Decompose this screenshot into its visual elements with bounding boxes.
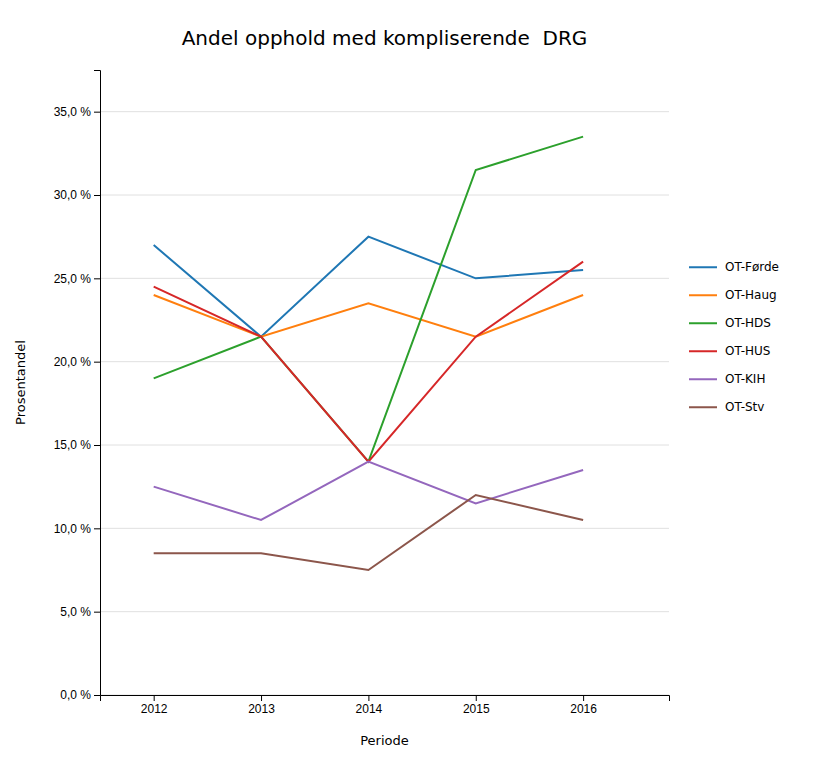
- legend-swatch: [689, 294, 717, 296]
- legend-swatch: [689, 378, 717, 380]
- x-tick-label: 2015: [463, 702, 490, 716]
- legend-swatch: [689, 406, 717, 408]
- x-axis-line: [101, 696, 670, 702]
- y-tick-label: 35,0 %: [54, 105, 92, 119]
- legend-label: OT-HDS: [725, 316, 771, 330]
- legend-item: OT-HDS: [689, 316, 771, 330]
- legend-label: OT-HUS: [725, 344, 770, 358]
- grid-line: [100, 278, 669, 279]
- y-tick: 0,0 %: [60, 688, 100, 702]
- legend-item: OT-Haug: [689, 288, 777, 302]
- plot-area: 2012 2013 2014 2015 2016 0,0 % 5,0 % 10,0 % 15,0…: [54, 71, 670, 716]
- y-tick: 10,0 %: [54, 522, 100, 536]
- legend: OT-Førde OT-Haug OT-HDS OT-HUS OT-KIH OT-Stv: [689, 260, 779, 414]
- x-tick: 2012: [141, 695, 168, 716]
- x-axis-title: Periode: [360, 733, 409, 748]
- series-line: [154, 462, 583, 520]
- y-tick: 5,0 %: [60, 605, 100, 619]
- x-tick: 2015: [463, 695, 490, 716]
- grid-line: [100, 111, 669, 112]
- legend-label: OT-KIH: [725, 372, 765, 386]
- y-axis-title: Prosentandel: [13, 340, 28, 425]
- y-tick-label: 30,0 %: [54, 188, 92, 202]
- series-line: [154, 262, 583, 462]
- grid-line: [100, 195, 669, 196]
- x-tick-label: 2016: [570, 702, 597, 716]
- x-tick: 2016: [570, 695, 597, 716]
- y-tick: 30,0 %: [54, 188, 100, 202]
- y-tick-label: 20,0 %: [54, 355, 92, 369]
- grid-line: [100, 528, 669, 529]
- series-line: [154, 237, 583, 337]
- chart: 2012 2013 2014 2015 2016 0,0 % 5,0 % 10,0 % 15,0…: [0, 0, 839, 770]
- grid-line: [100, 361, 669, 362]
- y-tick-mark: [94, 278, 100, 279]
- legend-label: OT-Førde: [725, 260, 779, 274]
- legend-label: OT-Stv: [725, 400, 764, 414]
- x-tick-mark: [154, 695, 155, 701]
- y-tick-mark: [94, 112, 100, 113]
- y-tick-mark: [94, 612, 100, 613]
- x-tick-mark: [583, 695, 584, 701]
- y-tick: 35,0 %: [54, 105, 100, 119]
- y-axis-line: [94, 71, 101, 696]
- y-tick-label: 10,0 %: [54, 522, 92, 536]
- series-line: [154, 495, 583, 570]
- title: Andel opphold med kompliserende DRG: [182, 26, 588, 50]
- y-tick: 25,0 %: [54, 272, 100, 286]
- grid-line: [100, 445, 669, 446]
- x-tick-mark: [368, 695, 369, 701]
- y-tick-mark: [94, 445, 100, 446]
- x-tick-label: 2013: [248, 702, 275, 716]
- y-tick-label: 0,0 %: [60, 688, 91, 702]
- y-tick-label: 5,0 %: [60, 605, 91, 619]
- grid-line: [100, 611, 669, 612]
- x-tick-mark: [476, 695, 477, 701]
- x-tick-mark: [261, 695, 262, 701]
- x-tick: 2014: [356, 695, 383, 716]
- lines: [154, 137, 583, 570]
- y-tick: 20,0 %: [54, 355, 100, 369]
- legend-swatch: [689, 350, 717, 352]
- legend-item: OT-Førde: [689, 260, 779, 274]
- legend-swatch: [689, 322, 717, 324]
- x-tick-label: 2012: [141, 702, 168, 716]
- grid: [100, 112, 669, 695]
- y-tick-label: 15,0 %: [54, 438, 92, 452]
- y-axis: 0,0 % 5,0 % 10,0 % 15,0 % 20,0 % 25,0 % 30,0 %…: [54, 71, 101, 703]
- x-tick-label: 2014: [356, 702, 383, 716]
- legend-label: OT-Haug: [725, 288, 777, 302]
- legend-swatch: [689, 266, 717, 268]
- legend-item: OT-KIH: [689, 372, 765, 386]
- legend-item: OT-HUS: [689, 344, 770, 358]
- series-line: [154, 137, 583, 462]
- x-tick: 2013: [248, 695, 275, 716]
- y-tick-mark: [94, 195, 100, 196]
- y-tick-mark: [94, 695, 100, 696]
- y-tick-mark: [94, 528, 100, 529]
- y-tick-label: 25,0 %: [54, 272, 92, 286]
- x-axis: 2012 2013 2014 2015 2016: [101, 695, 670, 716]
- legend-item: OT-Stv: [689, 400, 764, 414]
- y-tick: 15,0 %: [54, 438, 100, 452]
- y-tick-mark: [94, 362, 100, 363]
